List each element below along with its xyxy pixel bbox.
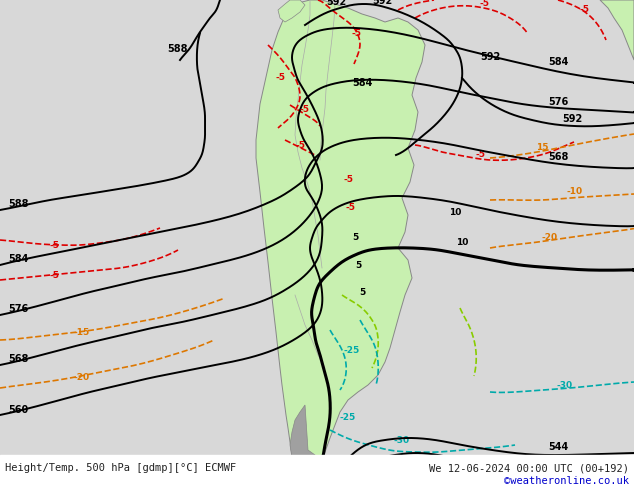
Text: 15: 15: [536, 143, 548, 152]
Text: 584: 584: [8, 254, 29, 264]
Text: 584: 584: [352, 78, 372, 88]
Text: 10: 10: [456, 238, 468, 247]
Text: ©weatheronline.co.uk: ©weatheronline.co.uk: [504, 476, 629, 486]
Text: -5: -5: [300, 105, 310, 114]
Text: 544: 544: [330, 458, 350, 468]
Text: -30: -30: [557, 381, 573, 390]
Text: 576: 576: [8, 304, 29, 314]
Text: 592: 592: [562, 114, 582, 124]
Text: -5: -5: [475, 150, 485, 159]
Text: 5: 5: [355, 261, 361, 270]
Bar: [0, 455, 634, 490]
Text: 5: 5: [359, 288, 365, 297]
Text: -25: -25: [340, 413, 356, 422]
Text: 560: 560: [8, 405, 29, 415]
Text: Height/Temp. 500 hPa [gdmp][°C] ECMWF: Height/Temp. 500 hPa [gdmp][°C] ECMWF: [5, 463, 236, 473]
Text: 544: 544: [548, 442, 568, 452]
Text: 536: 536: [565, 454, 585, 464]
Text: We 12-06-2024 00:00 UTC (00+192): We 12-06-2024 00:00 UTC (00+192): [429, 463, 629, 473]
Text: 568: 568: [548, 152, 568, 162]
Text: 592: 592: [480, 52, 500, 62]
Text: 588: 588: [168, 44, 188, 54]
Text: -5: -5: [295, 141, 305, 150]
Text: -5: -5: [345, 203, 355, 212]
Text: -15: -15: [74, 328, 90, 337]
Text: -5: -5: [50, 241, 60, 250]
Text: -20: -20: [542, 233, 558, 242]
Text: -30: -30: [394, 436, 410, 445]
Text: -5: -5: [351, 29, 361, 38]
Text: -5: -5: [480, 0, 490, 8]
Text: 584: 584: [548, 57, 568, 67]
Text: 536: 536: [348, 467, 368, 477]
Polygon shape: [256, 0, 425, 490]
Text: 592: 592: [372, 0, 392, 6]
Text: 552: 552: [308, 459, 328, 469]
Text: -5: -5: [580, 5, 590, 14]
Text: -20: -20: [74, 373, 90, 382]
Text: 592: 592: [326, 0, 346, 7]
Text: 10: 10: [449, 208, 461, 217]
Text: 5: 5: [352, 233, 358, 242]
Polygon shape: [290, 405, 320, 490]
Text: -5: -5: [50, 271, 60, 280]
Polygon shape: [600, 0, 634, 60]
Text: -5: -5: [275, 73, 285, 82]
Text: 588: 588: [8, 199, 29, 209]
Polygon shape: [278, 0, 305, 22]
Text: 576: 576: [548, 97, 568, 107]
Text: -10: -10: [567, 187, 583, 196]
Text: -5: -5: [343, 175, 353, 184]
Text: -25: -25: [344, 346, 360, 355]
Text: 568: 568: [8, 354, 29, 364]
